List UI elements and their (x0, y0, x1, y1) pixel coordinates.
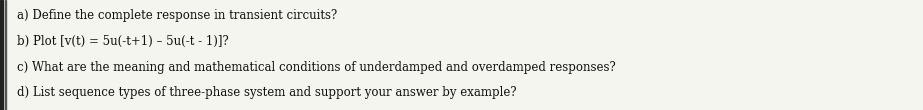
Bar (5, 0, 6, 110)
Text: c) What are the meaning and mathematical conditions of underdamped and overdampe: c) What are the meaning and mathematical… (17, 61, 616, 73)
Text: b) Plot [v(t) = 5u(-t+1) – 5u(-t - 1)]?: b) Plot [v(t) = 5u(-t+1) – 5u(-t - 1)]? (17, 35, 228, 48)
Bar (0, 0, 3, 110)
Text: a) Define the complete response in transient circuits?: a) Define the complete response in trans… (17, 9, 337, 22)
Text: d) List sequence types of three-phase system and support your answer by example?: d) List sequence types of three-phase sy… (17, 86, 516, 99)
